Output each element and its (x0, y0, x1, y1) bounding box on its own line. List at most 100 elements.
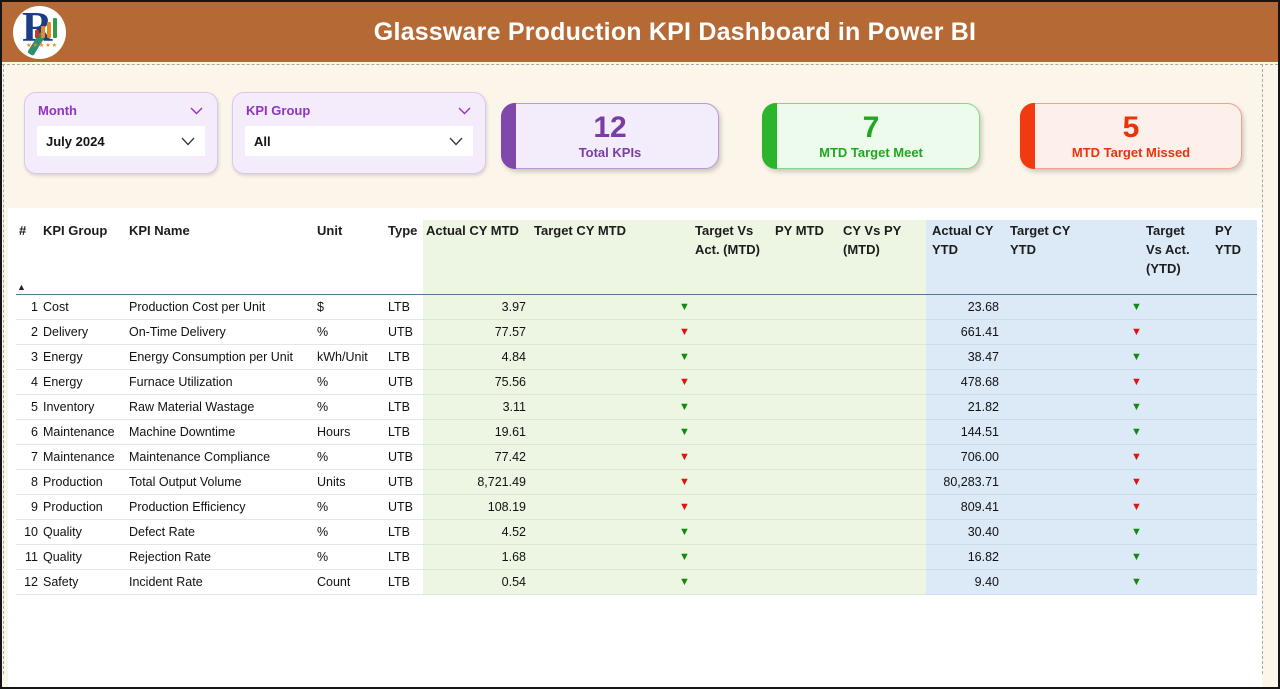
cell-tva_ytd: ▼ (1101, 570, 1206, 595)
cell-py_ytd (1206, 370, 1257, 395)
cell-type: LTB (385, 395, 423, 420)
cell-target_ytd (1006, 470, 1101, 495)
column-header-[interactable]: # (16, 220, 40, 295)
cell-name: Defect Rate (126, 520, 314, 545)
mtd-target-missed-value: 5 (1122, 110, 1140, 144)
cell-type: UTB (385, 445, 423, 470)
cell-tva_ytd: ▼ (1101, 345, 1206, 370)
chevron-down-icon[interactable] (449, 137, 463, 146)
column-header-cy-vs-py-mtd[interactable]: CY Vs PY (MTD) (836, 220, 926, 295)
column-header-target-vs-act-ytd[interactable]: Target Vs Act. (YTD) (1101, 220, 1206, 295)
company-logo-icon: R ★★★★★ (13, 6, 66, 59)
cell-group: Production (40, 470, 126, 495)
target-met-arrow-icon: ▼ (1131, 300, 1142, 313)
column-header-target-vs-act-mtd[interactable]: Target Vs Act. (MTD) (643, 220, 768, 295)
cell-group: Inventory (40, 395, 126, 420)
month-dropdown[interactable]: July 2024 (37, 126, 205, 156)
cell-unit: Hours (314, 420, 385, 445)
cell-target_ytd (1006, 445, 1101, 470)
target-met-arrow-icon: ▼ (1131, 575, 1142, 588)
sort-ascending-icon: ▲ (17, 282, 26, 292)
cell-type: UTB (385, 495, 423, 520)
cell-tva_ytd: ▼ (1101, 495, 1206, 520)
cell-target_mtd (531, 295, 643, 320)
column-header-actual-cy-ytd[interactable]: Actual CY YTD (926, 220, 1006, 295)
cell-py_ytd (1206, 295, 1257, 320)
target-met-arrow-icon: ▼ (1131, 400, 1142, 413)
cell-tva_mtd: ▼ (643, 470, 768, 495)
cell-cy_vs_py_mtd (836, 545, 926, 570)
cell-num: 3 (16, 345, 40, 370)
cell-py_mtd (768, 570, 836, 595)
cell-target_mtd (531, 395, 643, 420)
column-header-py-ytd[interactable]: PY YTD (1206, 220, 1257, 295)
cell-cy_vs_py_mtd (836, 320, 926, 345)
cell-num: 7 (16, 445, 40, 470)
card-accent-bar (762, 103, 777, 169)
cell-type: LTB (385, 570, 423, 595)
kpi-group-slicer-label: KPI Group (246, 103, 311, 118)
cell-actual_mtd: 4.84 (423, 345, 531, 370)
cell-tva_mtd: ▼ (643, 545, 768, 570)
column-header-type[interactable]: Type (385, 220, 423, 295)
cell-tva_ytd: ▼ (1101, 320, 1206, 345)
chevron-down-icon[interactable] (181, 137, 195, 146)
cell-name: Furnace Utilization (126, 370, 314, 395)
mtd-target-meet-value: 7 (862, 110, 880, 144)
cell-num: 11 (16, 545, 40, 570)
cell-name: Raw Material Wastage (126, 395, 314, 420)
column-header-target-cy-mtd[interactable]: Target CY MTD (531, 220, 643, 295)
cell-actual_mtd: 77.57 (423, 320, 531, 345)
column-header-kpi-group[interactable]: KPI Group (40, 220, 126, 295)
cell-group: Energy (40, 345, 126, 370)
target-met-arrow-icon: ▼ (1131, 525, 1142, 538)
cell-py_ytd (1206, 520, 1257, 545)
cell-py_ytd (1206, 345, 1257, 370)
cell-unit: % (314, 495, 385, 520)
cell-cy_vs_py_mtd (836, 445, 926, 470)
column-header-kpi-name[interactable]: KPI Name (126, 220, 314, 295)
column-header-actual-cy-mtd[interactable]: Actual CY MTD (423, 220, 531, 295)
cell-py_mtd (768, 370, 836, 395)
chevron-down-icon[interactable] (458, 107, 471, 115)
kpi-table-panel: # KPI Group KPI Name Unit Type Actual CY MTD T… (8, 208, 1262, 687)
cell-target_mtd (531, 570, 643, 595)
cell-tva_ytd: ▼ (1101, 370, 1206, 395)
cell-type: LTB (385, 295, 423, 320)
kpi-table: # KPI Group KPI Name Unit Type Actual CY MTD T… (16, 220, 1262, 595)
kpi-group-dropdown-value: All (254, 133, 271, 149)
target-missed-arrow-icon: ▼ (679, 325, 690, 338)
column-header-unit[interactable]: Unit (314, 220, 385, 295)
cell-unit: % (314, 545, 385, 570)
cell-name: Rejection Rate (126, 545, 314, 570)
cell-unit: $ (314, 295, 385, 320)
cell-target_mtd (531, 320, 643, 345)
kpi-group-dropdown[interactable]: All (245, 126, 473, 156)
cell-actual_ytd: 809.41 (926, 495, 1006, 520)
column-header-py-mtd[interactable]: PY MTD (768, 220, 836, 295)
target-missed-arrow-icon: ▼ (679, 375, 690, 388)
selection-border-top (2, 64, 1278, 65)
cell-target_mtd (531, 345, 643, 370)
mtd-target-missed-label: MTD Target Missed (1071, 145, 1191, 161)
column-header-target-cy-ytd[interactable]: Target CY YTD (1006, 220, 1101, 295)
chevron-down-icon[interactable] (190, 107, 203, 115)
cell-actual_mtd: 3.11 (423, 395, 531, 420)
cell-cy_vs_py_mtd (836, 470, 926, 495)
cell-name: Total Output Volume (126, 470, 314, 495)
cell-target_ytd (1006, 520, 1101, 545)
cell-name: Incident Rate (126, 570, 314, 595)
cell-actual_ytd: 80,283.71 (926, 470, 1006, 495)
cell-tva_mtd: ▼ (643, 345, 768, 370)
cell-num: 10 (16, 520, 40, 545)
cell-actual_ytd: 21.82 (926, 395, 1006, 420)
cell-name: Maintenance Compliance (126, 445, 314, 470)
cell-type: UTB (385, 470, 423, 495)
target-missed-arrow-icon: ▼ (679, 500, 690, 513)
cell-name: On-Time Delivery (126, 320, 314, 345)
cell-cy_vs_py_mtd (836, 495, 926, 520)
cell-target_ytd (1006, 295, 1101, 320)
mtd-target-missed-card: 5 MTD Target Missed (1020, 103, 1242, 169)
cell-py_ytd (1206, 320, 1257, 345)
cell-tva_ytd: ▼ (1101, 295, 1206, 320)
